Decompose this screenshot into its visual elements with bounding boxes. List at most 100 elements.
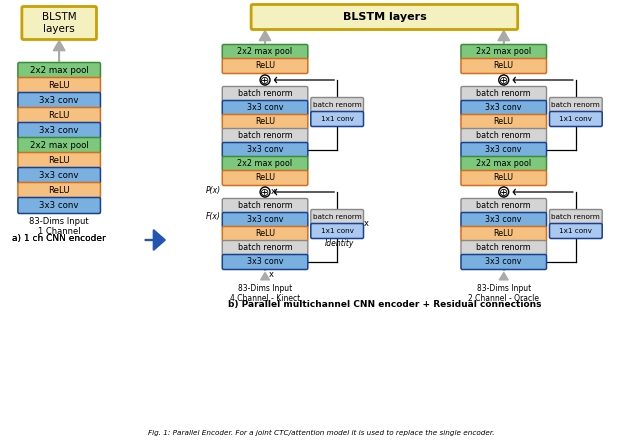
Text: 2x2 max pool: 2x2 max pool (237, 47, 292, 57)
Circle shape (260, 75, 270, 85)
FancyBboxPatch shape (461, 45, 547, 60)
Text: a) 1 ch CNN encoder: a) 1 ch CNN encoder (12, 234, 106, 243)
Text: 3x3 conv: 3x3 conv (486, 103, 522, 113)
Circle shape (499, 75, 509, 85)
Text: BLSTM layers: BLSTM layers (342, 12, 426, 22)
Text: P(x): P(x) (205, 187, 221, 195)
Text: ReLU: ReLU (255, 118, 275, 126)
FancyBboxPatch shape (18, 168, 100, 183)
Text: 1x1 conv: 1x1 conv (559, 116, 592, 122)
Text: 3x3 conv: 3x3 conv (40, 201, 79, 210)
Text: batch renorm: batch renorm (237, 132, 292, 141)
Text: 1x1 conv: 1x1 conv (559, 228, 592, 234)
FancyBboxPatch shape (311, 210, 364, 225)
FancyBboxPatch shape (311, 224, 364, 239)
FancyBboxPatch shape (222, 87, 308, 102)
FancyBboxPatch shape (461, 58, 547, 73)
Text: ReLU: ReLU (255, 229, 275, 239)
FancyBboxPatch shape (461, 114, 547, 130)
FancyBboxPatch shape (550, 111, 602, 126)
FancyBboxPatch shape (222, 156, 308, 171)
Text: 1x1 conv: 1x1 conv (321, 228, 353, 234)
Text: 3x3 conv: 3x3 conv (247, 103, 284, 113)
Text: b) Parallel multichannel CNN encoder + Residual connections: b) Parallel multichannel CNN encoder + R… (228, 300, 541, 309)
FancyBboxPatch shape (461, 129, 547, 144)
FancyBboxPatch shape (222, 45, 308, 60)
Text: 1x1 conv: 1x1 conv (321, 116, 353, 122)
Text: 3x3 conv: 3x3 conv (486, 258, 522, 267)
Text: 2x2 max pool: 2x2 max pool (476, 160, 531, 168)
FancyBboxPatch shape (461, 213, 547, 228)
FancyBboxPatch shape (222, 129, 308, 144)
FancyBboxPatch shape (461, 156, 547, 171)
Text: ReLU: ReLU (493, 118, 514, 126)
FancyBboxPatch shape (222, 58, 308, 73)
Text: 3x3 conv: 3x3 conv (247, 145, 284, 155)
FancyBboxPatch shape (222, 213, 308, 228)
FancyBboxPatch shape (222, 255, 308, 270)
FancyBboxPatch shape (18, 137, 100, 153)
FancyBboxPatch shape (550, 224, 602, 239)
FancyBboxPatch shape (251, 4, 518, 30)
FancyBboxPatch shape (22, 7, 97, 39)
Text: 3x3 conv: 3x3 conv (40, 96, 79, 105)
FancyBboxPatch shape (461, 198, 547, 213)
Text: batch renorm: batch renorm (552, 214, 600, 220)
FancyBboxPatch shape (222, 171, 308, 186)
Text: x: x (269, 270, 274, 279)
FancyBboxPatch shape (222, 226, 308, 241)
Text: 83-Dims Input
2 Channel - Oracle: 83-Dims Input 2 Channel - Oracle (468, 284, 540, 303)
Text: 83-Dims Input
1 Channel: 83-Dims Input 1 Channel (29, 217, 89, 236)
FancyBboxPatch shape (18, 107, 100, 123)
FancyBboxPatch shape (311, 98, 364, 113)
Circle shape (260, 187, 270, 197)
FancyBboxPatch shape (461, 226, 547, 241)
FancyBboxPatch shape (311, 111, 364, 126)
Text: batch renorm: batch renorm (476, 244, 531, 252)
FancyBboxPatch shape (18, 183, 100, 198)
Text: 3x3 conv: 3x3 conv (40, 171, 79, 180)
Text: Identity: Identity (324, 239, 354, 248)
Text: ⊕: ⊕ (499, 187, 508, 198)
Text: 2x2 max pool: 2x2 max pool (476, 47, 531, 57)
Text: F(x): F(x) (206, 212, 221, 221)
Text: 83-Dims Input
4 Channel - Kinect: 83-Dims Input 4 Channel - Kinect (230, 284, 300, 303)
Text: 3x3 conv: 3x3 conv (486, 216, 522, 225)
FancyBboxPatch shape (18, 92, 100, 108)
Text: x: x (364, 220, 369, 229)
FancyBboxPatch shape (18, 198, 100, 213)
Text: batch renorm: batch renorm (237, 202, 292, 210)
FancyBboxPatch shape (550, 210, 602, 225)
FancyBboxPatch shape (222, 114, 308, 130)
Text: ⊕: ⊕ (499, 76, 508, 85)
Circle shape (499, 187, 509, 197)
Text: batch renorm: batch renorm (476, 132, 531, 141)
Text: RcLU: RcLU (49, 111, 70, 120)
FancyBboxPatch shape (461, 142, 547, 157)
Text: a) 1 ch CNN encoder: a) 1 ch CNN encoder (12, 234, 106, 243)
FancyBboxPatch shape (461, 240, 547, 255)
Text: ReLU: ReLU (48, 81, 70, 90)
Text: 3x3 conv: 3x3 conv (486, 145, 522, 155)
FancyBboxPatch shape (18, 77, 100, 94)
Text: 2x2 max pool: 2x2 max pool (237, 160, 292, 168)
FancyBboxPatch shape (461, 100, 547, 115)
Text: ⊕: ⊕ (260, 76, 269, 85)
Text: batch renorm: batch renorm (476, 202, 531, 210)
Text: ReLU: ReLU (493, 229, 514, 239)
FancyBboxPatch shape (18, 62, 100, 79)
FancyBboxPatch shape (222, 142, 308, 157)
Text: batch renorm: batch renorm (552, 102, 600, 108)
Text: x: x (271, 187, 276, 197)
Text: 2x2 max pool: 2x2 max pool (30, 66, 88, 75)
FancyBboxPatch shape (222, 198, 308, 213)
Text: ReLU: ReLU (255, 61, 275, 71)
FancyBboxPatch shape (18, 152, 100, 168)
Text: Fig. 1: Parallel Encoder. For a joint CTC/attention model it is used to replace : Fig. 1: Parallel Encoder. For a joint CT… (148, 430, 495, 436)
Text: batch renorm: batch renorm (237, 244, 292, 252)
Text: ⊕: ⊕ (260, 187, 269, 198)
Text: batch renorm: batch renorm (313, 214, 362, 220)
Text: ReLU: ReLU (255, 174, 275, 183)
Text: ReLU: ReLU (48, 186, 70, 195)
FancyBboxPatch shape (461, 255, 547, 270)
